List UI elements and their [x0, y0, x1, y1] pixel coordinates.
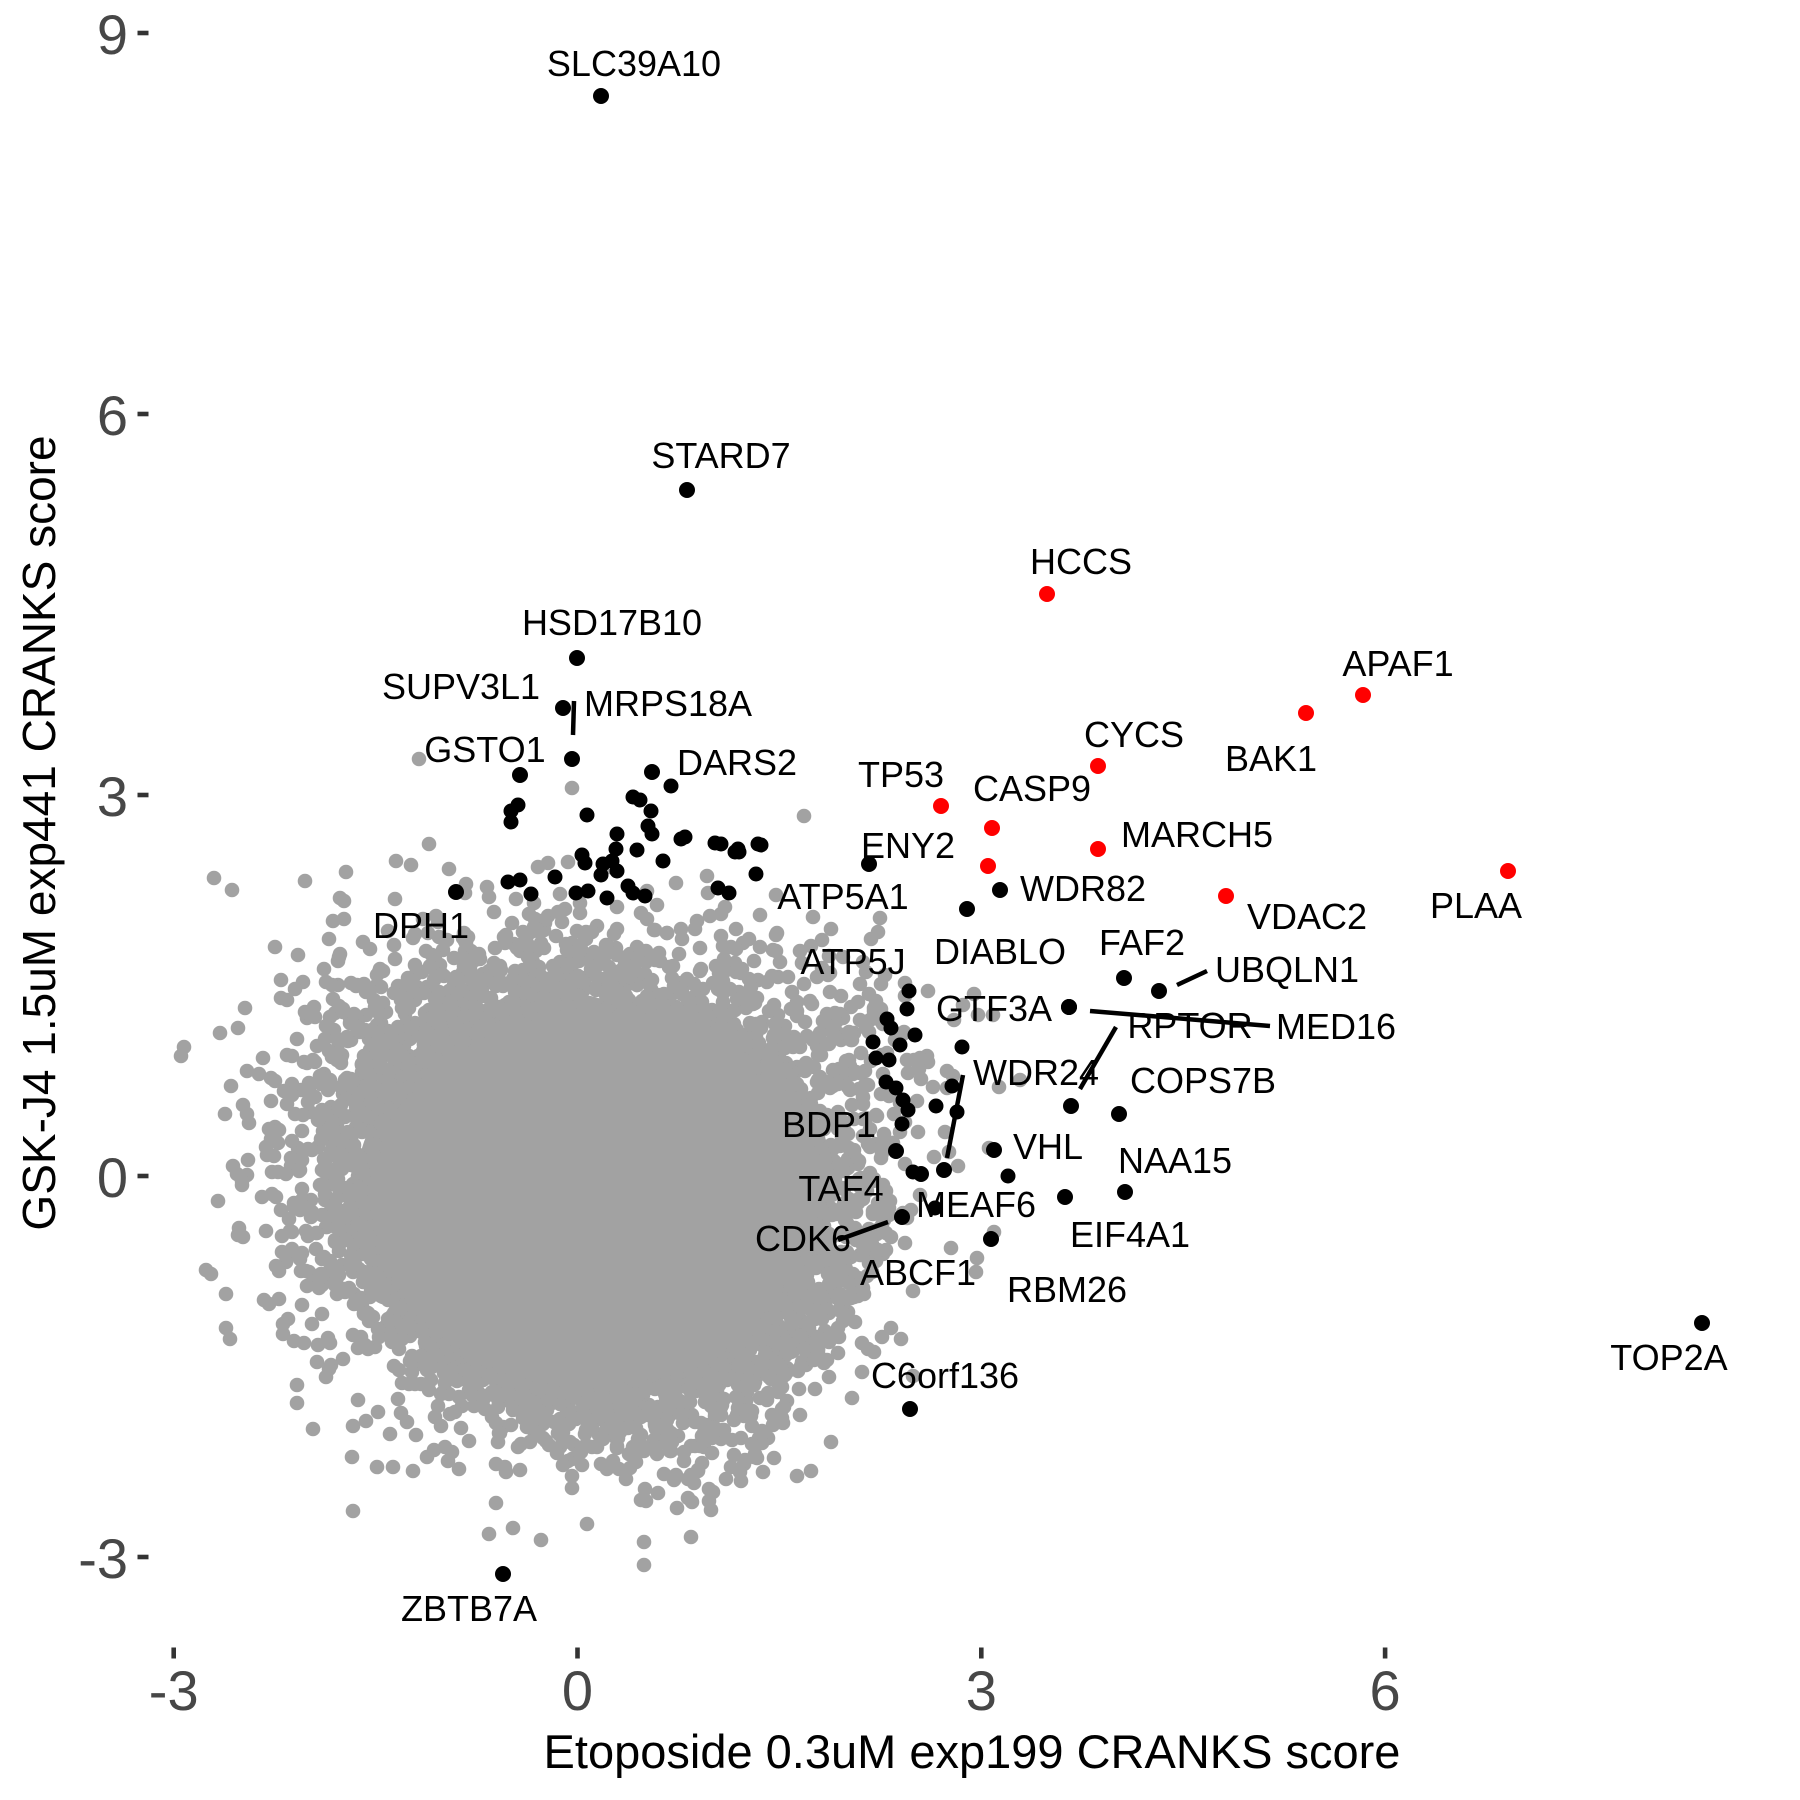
- svg-text:TOP2A: TOP2A: [1610, 1337, 1727, 1378]
- svg-text:Etoposide 0.3uM exp199 CRANKS: Etoposide 0.3uM exp199 CRANKS score: [544, 1725, 1401, 1778]
- svg-text:WDR82: WDR82: [1020, 868, 1146, 909]
- svg-text:-3: -3: [149, 1659, 199, 1722]
- svg-text:RPTOR: RPTOR: [1127, 1005, 1252, 1046]
- svg-text:GTF3A: GTF3A: [936, 988, 1052, 1029]
- svg-text:ATP5A1: ATP5A1: [777, 876, 908, 917]
- svg-text:HCCS: HCCS: [1030, 541, 1132, 582]
- svg-text:6: 6: [1370, 1659, 1401, 1722]
- svg-text:CYCS: CYCS: [1084, 714, 1184, 755]
- svg-text:BAK1: BAK1: [1225, 738, 1317, 779]
- svg-text:ENY2: ENY2: [861, 825, 955, 866]
- svg-text:TP53: TP53: [858, 754, 944, 795]
- svg-text:UBQLN1: UBQLN1: [1215, 949, 1359, 990]
- svg-text:APAF1: APAF1: [1342, 643, 1453, 684]
- svg-text:HSD17B10: HSD17B10: [522, 602, 702, 643]
- svg-text:MARCH5: MARCH5: [1121, 814, 1273, 855]
- svg-text:EIF4A1: EIF4A1: [1070, 1214, 1190, 1255]
- svg-text:6: 6: [97, 384, 128, 447]
- svg-text:MED16: MED16: [1276, 1006, 1396, 1047]
- svg-text:BDP1: BDP1: [782, 1104, 876, 1145]
- svg-text:9: 9: [97, 3, 128, 66]
- svg-text:SLC39A10: SLC39A10: [547, 43, 721, 84]
- svg-text:GSTO1: GSTO1: [424, 729, 545, 770]
- svg-text:RBM26: RBM26: [1007, 1269, 1127, 1310]
- svg-text:STARD7: STARD7: [651, 435, 790, 476]
- svg-text:MEAF6: MEAF6: [916, 1184, 1036, 1225]
- svg-text:0: 0: [97, 1146, 128, 1209]
- svg-text:DIABLO: DIABLO: [934, 931, 1066, 972]
- svg-text:0: 0: [562, 1659, 593, 1722]
- svg-text:FAF2: FAF2: [1099, 922, 1185, 963]
- svg-text:-3: -3: [78, 1527, 128, 1590]
- svg-text:CDK6: CDK6: [755, 1218, 851, 1259]
- svg-text:ATP5J: ATP5J: [800, 941, 905, 982]
- svg-text:SUPV3L1: SUPV3L1: [382, 666, 540, 707]
- svg-text:3: 3: [97, 765, 128, 828]
- svg-text:PLAA: PLAA: [1430, 885, 1522, 926]
- svg-text:DPH1: DPH1: [373, 905, 469, 946]
- svg-text:GSK-J4 1.5uM exp441 CRANKS sco: GSK-J4 1.5uM exp441 CRANKS score: [13, 435, 65, 1230]
- svg-text:ZBTB7A: ZBTB7A: [401, 1588, 537, 1629]
- svg-text:VHL: VHL: [1013, 1126, 1083, 1167]
- svg-text:3: 3: [966, 1659, 997, 1722]
- svg-text:MRPS18A: MRPS18A: [584, 683, 752, 724]
- svg-text:DARS2: DARS2: [677, 742, 797, 783]
- svg-text:CASP9: CASP9: [973, 768, 1091, 809]
- svg-text:ABCF1: ABCF1: [860, 1252, 976, 1293]
- svg-text:VDAC2: VDAC2: [1247, 896, 1367, 937]
- svg-text:COPS7B: COPS7B: [1130, 1060, 1276, 1101]
- svg-text:C6orf136: C6orf136: [871, 1355, 1019, 1396]
- svg-text:NAA15: NAA15: [1118, 1140, 1232, 1181]
- svg-text:WDR24: WDR24: [973, 1052, 1099, 1093]
- svg-text:TAF4: TAF4: [798, 1168, 883, 1209]
